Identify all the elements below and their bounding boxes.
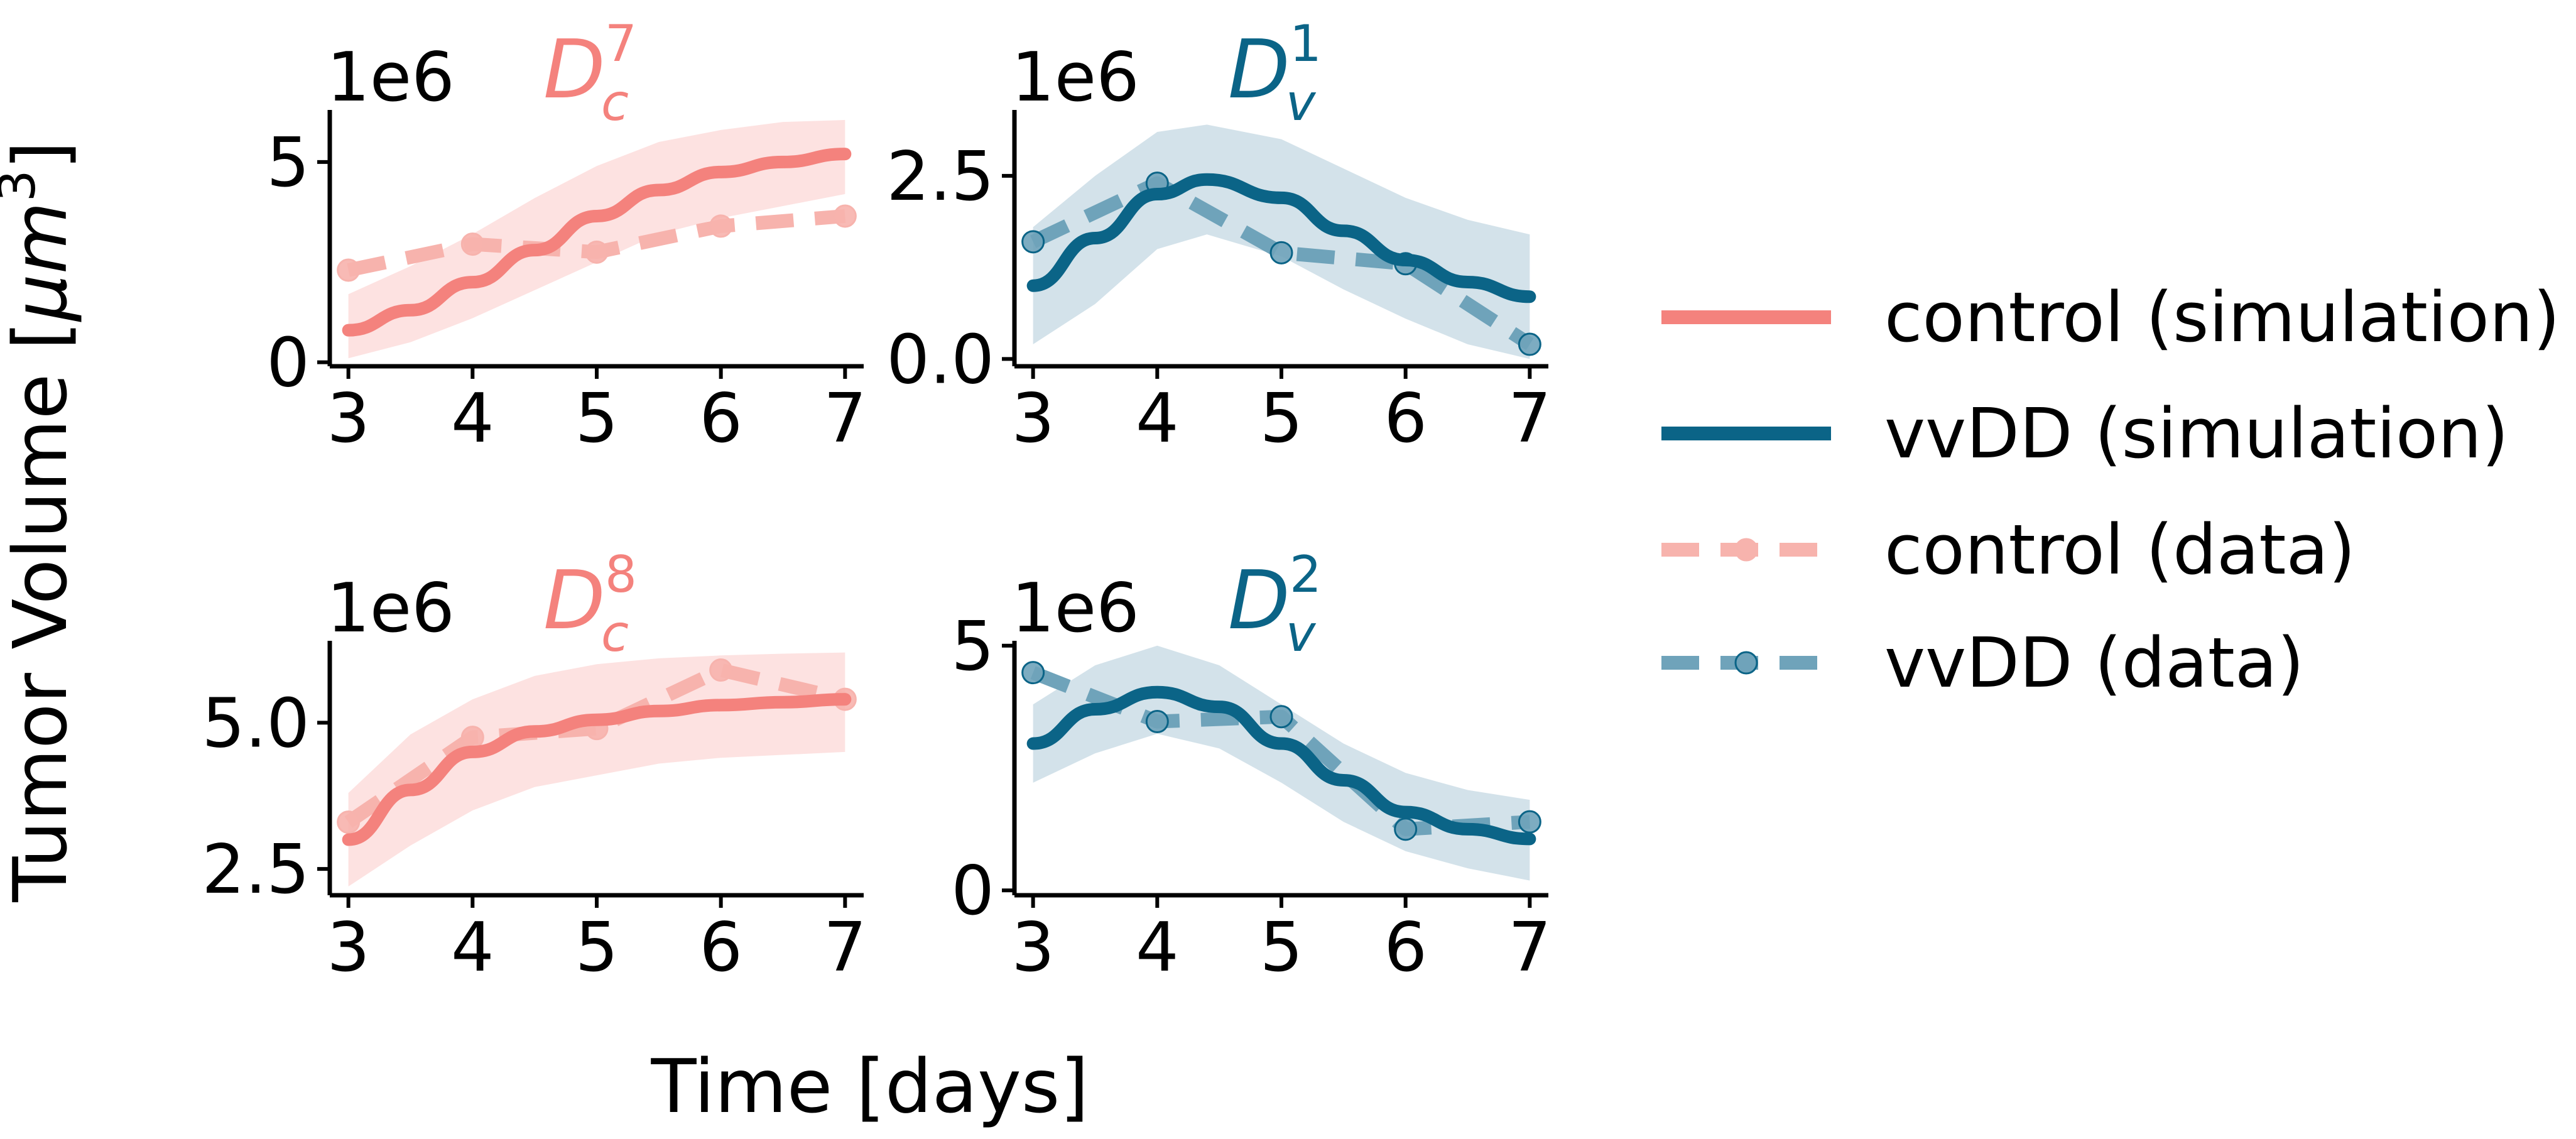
panel-title-subscript: c xyxy=(601,604,629,663)
x-tick-label: 7 xyxy=(823,908,867,987)
x-tick-label: 5 xyxy=(1260,908,1303,987)
data-point xyxy=(1145,710,1169,734)
y-tick-label: 2.5 xyxy=(886,138,994,216)
panel-title-subscript: v xyxy=(1286,604,1317,663)
panel-4: 3 4 5 6 705 1e6 D 2v xyxy=(951,545,1551,987)
panel-title: D xyxy=(1228,554,1290,648)
axis-multiplier: 1e6 xyxy=(327,38,455,117)
y-tick-label: 5 xyxy=(951,608,994,686)
data-series-line xyxy=(1030,176,1534,351)
x-tick-label: 6 xyxy=(699,379,742,458)
legend-label: vvDD (simulation) xyxy=(1884,393,2509,474)
x-tick-label: 5 xyxy=(575,379,619,458)
x-tick-label: 3 xyxy=(327,908,370,987)
axis-multiplier: 1e6 xyxy=(1011,38,1139,117)
legend: control (simulation) vvDD (simulation) con… xyxy=(1661,277,2560,703)
panel-title-superscript: 1 xyxy=(1290,14,1322,73)
legend-label: vvDD (data) xyxy=(1884,623,2304,703)
data-point xyxy=(1518,810,1541,834)
y-tick-label: 2.5 xyxy=(202,831,310,909)
data-point xyxy=(1021,661,1045,685)
x-tick-label: 4 xyxy=(1136,908,1179,987)
panel-title: D xyxy=(543,23,606,117)
data-point xyxy=(709,658,733,682)
x-tick-label: 4 xyxy=(1136,379,1179,458)
panel-title-subscript: c xyxy=(601,74,629,132)
panel-title-superscript: 7 xyxy=(605,14,637,73)
x-tick-label: 3 xyxy=(1011,379,1055,458)
simulation-curve xyxy=(342,693,852,846)
y-tick-label: 5 xyxy=(266,124,310,202)
x-axis-label: Time [days] xyxy=(651,1043,1089,1130)
y-axis-label-bracket: ] xyxy=(0,141,84,170)
x-tick-label: 5 xyxy=(575,908,619,987)
x-tick-label: 3 xyxy=(327,379,370,458)
confidence-band xyxy=(1033,645,1530,881)
legend-item-vvdd-data: vvDD (data) xyxy=(1661,623,2304,703)
simulation-curve xyxy=(1026,685,1536,846)
panel-title-superscript: 2 xyxy=(1290,545,1322,604)
y-axis-label-exponent: 3 xyxy=(0,170,46,202)
legend-label: control (simulation) xyxy=(1884,277,2560,357)
x-tick-label: 7 xyxy=(1508,908,1552,987)
legend-marker xyxy=(1734,538,1758,562)
simulation-curve xyxy=(1026,173,1536,303)
axis-multiplier: 1e6 xyxy=(327,569,455,648)
legend-item-control-sim: control (simulation) xyxy=(1661,277,2560,357)
data-point xyxy=(337,810,361,834)
axis-multiplier: 1e6 xyxy=(1011,569,1139,648)
confidence-band xyxy=(348,119,845,359)
panel-title: D xyxy=(543,554,606,648)
x-tick-label: 3 xyxy=(1011,908,1055,987)
data-point xyxy=(1021,230,1045,254)
data-point xyxy=(833,204,857,228)
y-axis-label-unit: μm xyxy=(0,202,84,322)
x-tick-label: 6 xyxy=(1384,379,1427,458)
data-point xyxy=(460,232,484,256)
data-point xyxy=(1518,332,1541,356)
legend-label: control (data) xyxy=(1884,510,2356,590)
y-tick-label: 5.0 xyxy=(202,684,310,763)
x-tick-label: 6 xyxy=(1384,908,1427,987)
data-point xyxy=(585,240,609,264)
x-tick-label: 4 xyxy=(451,379,494,458)
legend-item-vvdd-sim: vvDD (simulation) xyxy=(1661,393,2509,474)
x-tick-label: 7 xyxy=(823,379,867,458)
data-point xyxy=(1269,705,1293,729)
data-point xyxy=(709,214,733,238)
legend-marker xyxy=(1734,651,1758,675)
simulation-curve xyxy=(342,148,852,337)
y-tick-label: 0 xyxy=(266,324,310,403)
data-point xyxy=(1394,817,1418,841)
data-point xyxy=(1269,241,1293,264)
panel-title-superscript: 8 xyxy=(605,545,637,604)
x-tick-label: 7 xyxy=(1508,379,1552,458)
x-tick-label: 4 xyxy=(451,908,494,987)
legend-item-control-data: control (data) xyxy=(1661,510,2356,590)
y-axis-label: Tumor Volume [μm3] xyxy=(0,141,84,903)
x-tick-label: 5 xyxy=(1260,379,1303,458)
x-tick-label: 6 xyxy=(699,908,742,987)
panel-title: D xyxy=(1228,23,1290,117)
y-axis-label-text: Tumor Volume [ xyxy=(0,321,84,903)
data-point xyxy=(337,258,361,282)
data-point xyxy=(460,726,484,749)
y-tick-label: 0.0 xyxy=(886,320,994,399)
y-tick-label: 0 xyxy=(951,852,994,930)
panel-title-subscript: v xyxy=(1286,74,1317,132)
